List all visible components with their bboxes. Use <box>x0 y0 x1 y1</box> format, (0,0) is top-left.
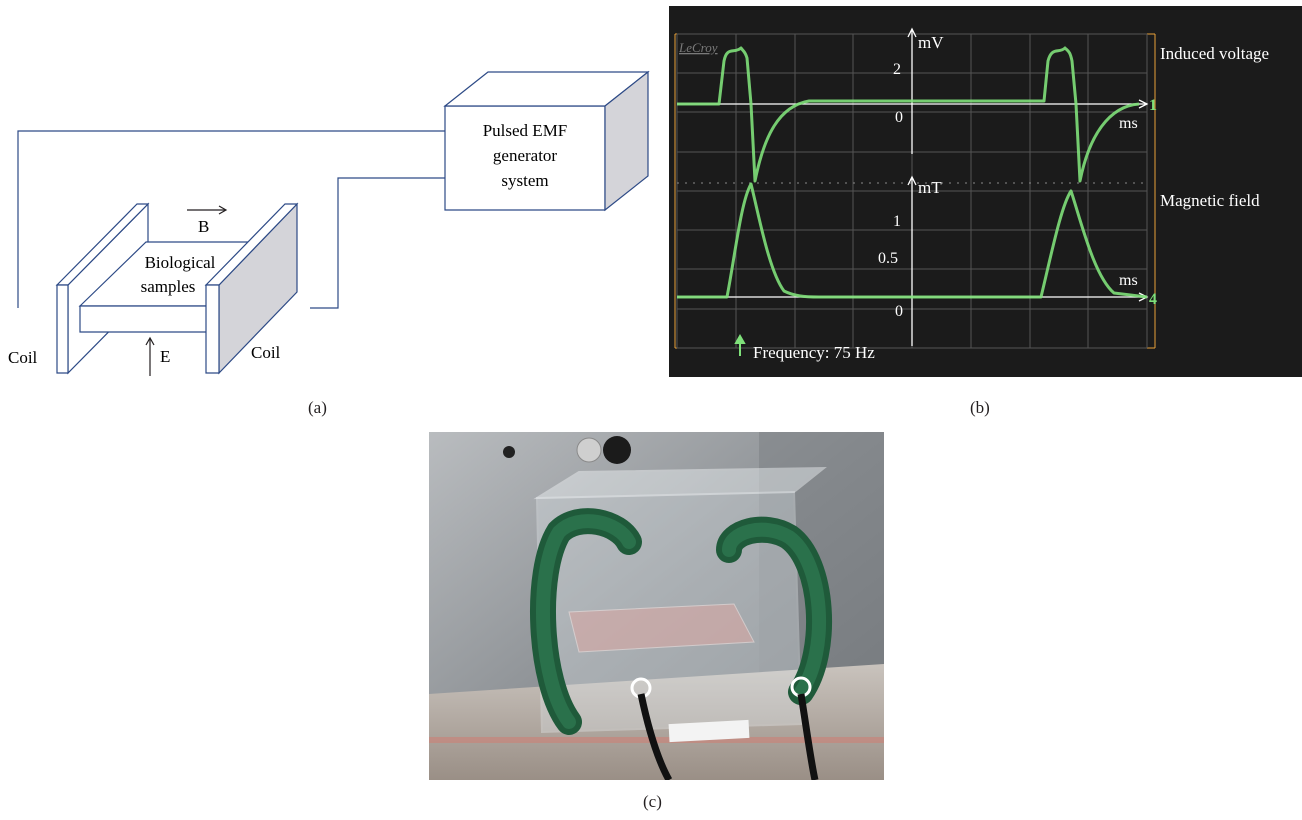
caption-c: (c) <box>643 792 662 811</box>
top-unit-label: mV <box>918 33 944 52</box>
caption-b: (b) <box>970 398 990 417</box>
coil-right-label: Coil <box>251 343 281 362</box>
scope-brand: LeCroy <box>678 40 718 55</box>
generator-label-line-1: Pulsed EMF <box>483 121 568 140</box>
magnetic-field-label: Magnetic field <box>1160 191 1260 210</box>
samples-label-line-2: samples <box>141 277 196 296</box>
sample-front <box>79 305 208 333</box>
bottom-unit-label: mT <box>918 178 942 197</box>
coil-right-front <box>205 284 220 374</box>
coil-apparatus-photo <box>429 432 884 780</box>
bottom-tick-1: 1 <box>893 213 901 230</box>
bottom-tick-0: 0 <box>895 303 903 320</box>
top-time-unit: ms <box>1119 115 1138 132</box>
channel-1-marker: 1 <box>1149 97 1157 114</box>
coil-left-front <box>56 284 69 374</box>
generator-label-line-2: generator <box>493 146 558 165</box>
schematic-diagram: Pulsed EMF generator system Biological s… <box>8 70 650 376</box>
wire-top <box>17 130 445 308</box>
generator-label-line-3: system <box>501 171 548 190</box>
samples-label-line-1: Biological <box>145 253 216 272</box>
top-tick-0: 0 <box>895 109 903 126</box>
oscilloscope-panel: LeCroy mV mT ms ms 2 0 1 0.5 0 1 4 Induc… <box>669 6 1302 377</box>
frequency-text: Frequency: 75 Hz <box>753 343 875 362</box>
induced-voltage-label: Induced voltage <box>1160 44 1269 63</box>
induced-voltage-trace <box>677 46 1140 183</box>
wire-right <box>310 177 445 309</box>
magnetic-field-trace <box>677 182 1148 299</box>
channel-4-marker: 4 <box>1149 291 1157 308</box>
coil-left-label: Coil <box>8 348 38 367</box>
top-tick-2: 2 <box>893 61 901 78</box>
bottom-time-unit: ms <box>1119 272 1138 289</box>
caption-a: (a) <box>308 398 327 417</box>
generator-box-side <box>604 70 649 212</box>
field-b-label: B <box>198 217 209 236</box>
frequency-arrow-icon <box>734 333 746 356</box>
field-e-label: E <box>160 347 170 366</box>
bottom-tick-0-5: 0.5 <box>878 250 898 267</box>
